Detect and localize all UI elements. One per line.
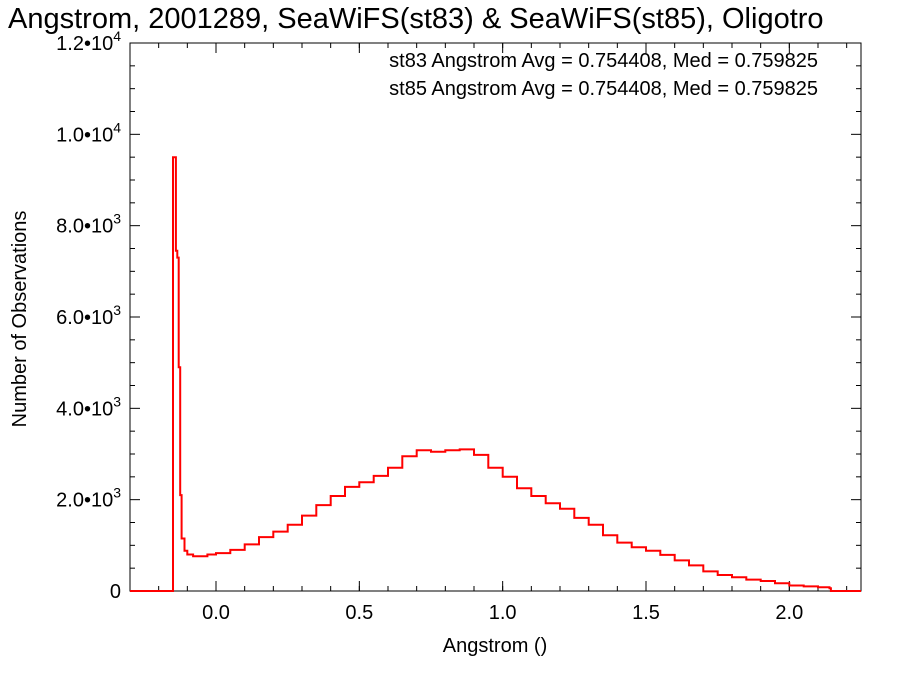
series-group (130, 156, 861, 592)
x-tick-label: 0.0 (202, 602, 230, 624)
annotation-st83: st83 Angstrom Avg = 0.754408, Med = 0.75… (389, 50, 818, 72)
y-tick-label: 1.2•104 (56, 28, 121, 55)
x-tick-label: 1.0 (489, 602, 517, 624)
chart-title: Angstrom, 2001289, SeaWiFS(st83) & SeaWi… (8, 3, 824, 35)
y-tick-label: 4.0•103 (56, 393, 121, 420)
plot-border (129, 42, 862, 592)
y-tick-label: 2.0•103 (56, 485, 121, 512)
x-tick-label: 1.5 (632, 602, 660, 624)
y-tick-label: 8.0•103 (56, 211, 121, 238)
x-tick-label: 2.0 (775, 602, 803, 624)
x-axis-label: Angstrom () (443, 635, 547, 657)
y-axis-label: Number of Observations (9, 211, 31, 428)
y-tick-label: 1.0•104 (56, 119, 121, 146)
plot-frame (129, 42, 862, 592)
annotation-st85: st85 Angstrom Avg = 0.754408, Med = 0.75… (389, 78, 818, 100)
y-tick-label: 6.0•103 (56, 302, 121, 329)
x-tick-label: 0.5 (345, 602, 373, 624)
histogram-series-line (130, 156, 861, 592)
x-axis: 0.0 0.5 1.0 1.5 2.0 (158, 43, 848, 624)
y-tick-label: 0 (110, 581, 121, 603)
y-axis: 0 2.0•103 4.0•103 6.0•103 8.0•103 1.0•104 1.2•… (56, 28, 861, 603)
